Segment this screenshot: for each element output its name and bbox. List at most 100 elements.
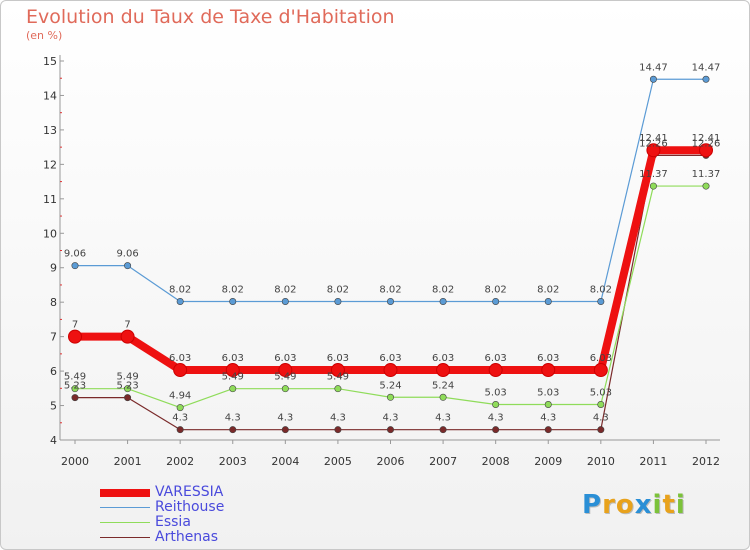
logo-letter: o xyxy=(615,490,635,520)
x-tick-label: 2010 xyxy=(587,455,615,468)
chart-title: Evolution du Taux de Taxe d'Habitation xyxy=(26,6,395,28)
data-point-varessia xyxy=(278,363,293,378)
y-tick-label: 6 xyxy=(50,365,57,378)
data-point-reithouse xyxy=(544,297,552,305)
data-point-arthenas xyxy=(334,426,342,434)
x-tick-label: 2000 xyxy=(61,455,89,468)
data-label-reithouse: 8.02 xyxy=(432,284,454,295)
data-label-essia: 5.03 xyxy=(537,388,559,399)
y-tick-label: 15 xyxy=(43,55,57,68)
data-point-arthenas xyxy=(439,426,447,434)
data-point-varessia xyxy=(173,363,188,378)
data-label-reithouse: 14.47 xyxy=(639,62,668,73)
data-label-reithouse: 9.06 xyxy=(116,249,138,260)
x-tick-label: 2007 xyxy=(429,455,457,468)
data-label-essia: 4.94 xyxy=(169,391,191,402)
data-label-reithouse: 8.02 xyxy=(379,284,401,295)
data-label-essia: 11.37 xyxy=(692,169,721,180)
legend-swatch xyxy=(100,537,150,538)
data-point-reithouse xyxy=(492,297,500,305)
data-point-reithouse xyxy=(702,75,710,83)
logo-letter: i xyxy=(652,490,663,520)
data-point-essia xyxy=(492,401,500,409)
data-point-arthenas xyxy=(597,426,605,434)
legend-item-reithouse: Reithouse xyxy=(100,499,300,515)
data-point-essia xyxy=(124,385,132,393)
data-label-varessia: 7 xyxy=(124,320,130,331)
y-tick-label: 9 xyxy=(50,262,57,275)
legend-swatch xyxy=(100,522,150,523)
data-label-arthenas: 4.3 xyxy=(540,413,556,424)
data-point-arthenas xyxy=(544,426,552,434)
x-tick-label: 2011 xyxy=(639,455,667,468)
data-label-arthenas: 4.3 xyxy=(593,413,609,424)
legend-swatch xyxy=(100,489,150,497)
logo-letter: i xyxy=(675,490,686,520)
data-label-arthenas: 4.3 xyxy=(330,413,346,424)
data-label-arthenas: 5.23 xyxy=(116,381,138,392)
data-label-essia: 5.49 xyxy=(327,372,349,383)
y-tick-label: 12 xyxy=(43,158,57,171)
x-tick-label: 2002 xyxy=(166,455,194,468)
data-label-essia: 5.03 xyxy=(485,388,507,399)
data-label-reithouse: 8.02 xyxy=(274,284,296,295)
data-label-reithouse: 8.02 xyxy=(327,284,349,295)
data-label-arthenas: 4.3 xyxy=(488,413,504,424)
legend-item-varessia: VARESSIA xyxy=(100,484,300,500)
data-point-reithouse xyxy=(176,297,184,305)
data-label-arthenas: 4.3 xyxy=(435,413,451,424)
data-label-essia: 5.49 xyxy=(116,372,138,383)
y-tick-label: 4 xyxy=(50,434,57,447)
data-point-varessia xyxy=(225,363,240,378)
data-point-arthenas xyxy=(229,426,237,434)
data-point-essia xyxy=(71,385,79,393)
data-label-arthenas: 4.3 xyxy=(172,413,188,424)
data-label-varessia: 6.03 xyxy=(485,353,507,364)
y-tick-label: 8 xyxy=(50,296,57,309)
data-label-reithouse: 14.47 xyxy=(692,62,721,73)
data-point-reithouse xyxy=(334,297,342,305)
y-tick-label: 13 xyxy=(43,124,57,137)
logo-letter: t xyxy=(662,490,676,520)
data-point-reithouse xyxy=(281,297,289,305)
data-point-arthenas xyxy=(281,426,289,434)
data-label-varessia: 6.03 xyxy=(590,353,612,364)
data-label-varessia: 6.03 xyxy=(222,353,244,364)
data-point-essia xyxy=(439,393,447,401)
x-tick-label: 2004 xyxy=(271,455,299,468)
data-label-varessia: 6.03 xyxy=(274,353,296,364)
data-point-essia xyxy=(386,393,394,401)
data-point-varessia xyxy=(488,363,503,378)
y-tick-label: 5 xyxy=(50,400,57,413)
data-label-essia: 11.37 xyxy=(639,169,668,180)
data-label-reithouse: 8.02 xyxy=(537,284,559,295)
data-label-arthenas: 4.3 xyxy=(383,413,399,424)
logo-letter: P xyxy=(582,490,603,520)
data-point-reithouse xyxy=(649,75,657,83)
data-point-varessia xyxy=(646,143,661,158)
legend-label: Reithouse xyxy=(155,499,225,515)
data-point-reithouse xyxy=(71,262,79,270)
x-tick-label: 2008 xyxy=(482,455,510,468)
data-point-varessia xyxy=(593,363,608,378)
data-label-varessia: 12.41 xyxy=(639,133,668,144)
data-label-varessia: 6.03 xyxy=(169,353,191,364)
data-label-reithouse: 9.06 xyxy=(64,249,86,260)
data-label-arthenas: 4.3 xyxy=(225,413,241,424)
data-point-reithouse xyxy=(597,297,605,305)
x-tick-label: 2009 xyxy=(534,455,562,468)
data-point-varessia xyxy=(68,329,82,344)
data-point-arthenas xyxy=(71,394,79,402)
data-point-arthenas xyxy=(124,394,132,402)
legend-item-essia: Essia xyxy=(100,514,300,530)
data-label-essia: 5.24 xyxy=(379,380,401,391)
data-label-varessia: 7 xyxy=(72,320,78,331)
data-point-reithouse xyxy=(229,297,237,305)
data-point-varessia xyxy=(436,363,451,378)
data-point-reithouse xyxy=(386,297,394,305)
series-line-reithouse xyxy=(74,78,707,303)
data-point-essia xyxy=(702,182,710,190)
x-tick-label: 2005 xyxy=(324,455,352,468)
data-label-varessia: 6.03 xyxy=(537,353,559,364)
data-label-essia: 5.24 xyxy=(432,380,454,391)
